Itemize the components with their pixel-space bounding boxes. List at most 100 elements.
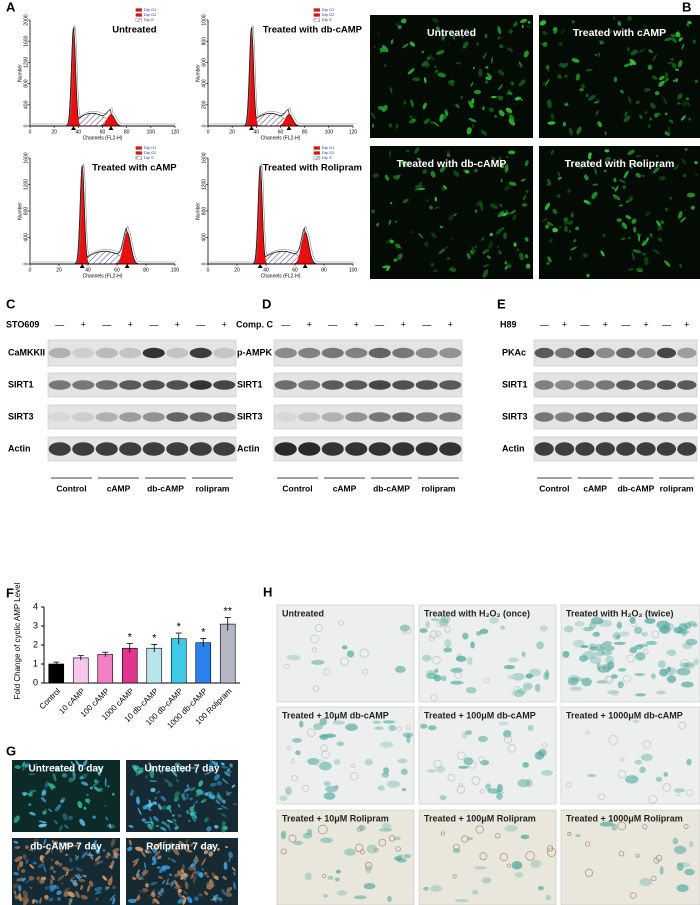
cell [222,875,227,880]
stained-cell [673,845,687,855]
blot-band [656,412,677,422]
cell [389,86,393,94]
cell [68,897,74,903]
cell [39,855,43,862]
cell-outline [468,760,477,769]
histogram-outline [208,27,353,127]
sign: + [401,319,406,329]
cell [138,877,142,881]
cell-outline [541,742,547,749]
stained-cell [489,617,500,624]
cell [498,84,503,91]
cell [140,850,146,858]
cell [692,39,697,44]
image-label: Untreated 0 day [28,764,103,775]
cell [24,878,32,884]
cell [189,787,196,792]
cell [443,111,449,120]
cell [480,129,488,136]
cell [181,863,185,873]
sign: — [540,319,549,329]
cell [468,100,474,108]
cell-outline [378,838,387,847]
legend-label: Dip S [322,17,332,22]
legend-label: Dip G1 [322,145,335,150]
cell [52,765,55,769]
cell [523,50,529,58]
cell [75,855,80,861]
cell [596,98,600,102]
sign: — [375,319,384,329]
stained-cell [640,753,653,762]
cell [64,844,71,849]
cell [539,20,547,26]
cell [43,865,47,873]
cell [89,786,93,790]
cell [210,897,219,901]
cell [571,20,575,24]
cell [164,823,170,828]
cell [639,114,643,119]
cell [498,156,501,161]
cell [623,115,631,123]
cell [647,64,653,70]
cell [527,21,531,24]
legend-label: Dip S [144,17,154,22]
stained-cell [393,836,401,841]
stained-cell [319,717,328,726]
cell [62,813,68,821]
cell [490,56,493,65]
stained-cell [672,837,678,845]
cell [209,790,215,797]
cell [58,862,63,867]
stained-cell [639,766,646,774]
y-tick-label: 1200 [201,179,207,190]
cell [217,847,220,851]
cell [585,93,589,98]
stained-cell [613,641,626,646]
stained-cell [358,824,366,832]
micrograph [276,809,415,905]
stained-cell [628,647,638,654]
cell [149,769,155,779]
blot-band [321,442,344,456]
cell [174,880,179,888]
image-label: Treated with H₂O₂ (twice) [566,608,674,618]
cell [29,886,33,889]
stained-cell [618,667,627,672]
cell [201,868,204,871]
cell-outline [635,853,640,858]
y-tick-label: 800 [23,79,29,88]
stained-cell [454,898,469,903]
stained-cell [462,731,468,739]
cell [435,26,440,31]
cell-outline [642,740,652,749]
stained-cell [323,781,331,787]
cell [521,203,528,207]
stained-cell [333,759,341,765]
cell-outline [612,633,617,638]
peak-marker [124,264,130,268]
cell [439,165,446,173]
group-label: rolipram [660,483,694,493]
blot-band [321,380,344,390]
stained-cell [657,660,667,669]
cell [40,797,47,803]
stained-cell [656,690,666,695]
stained-cell [307,758,320,765]
cell [157,803,162,810]
bar [146,647,163,684]
cell-outline [604,675,613,685]
image-label: Treated with H₂O₂ (once) [424,608,530,618]
cell [104,777,107,787]
cell [407,68,415,75]
cell [622,185,627,190]
cell [176,778,179,783]
cell [558,41,563,46]
cell [641,174,645,177]
stained-cell [353,895,367,900]
plot-title: Treated with Rolipram [263,163,362,174]
cell [587,202,592,206]
cell-outline [546,847,557,857]
x-tick-label: 20 [234,267,240,273]
